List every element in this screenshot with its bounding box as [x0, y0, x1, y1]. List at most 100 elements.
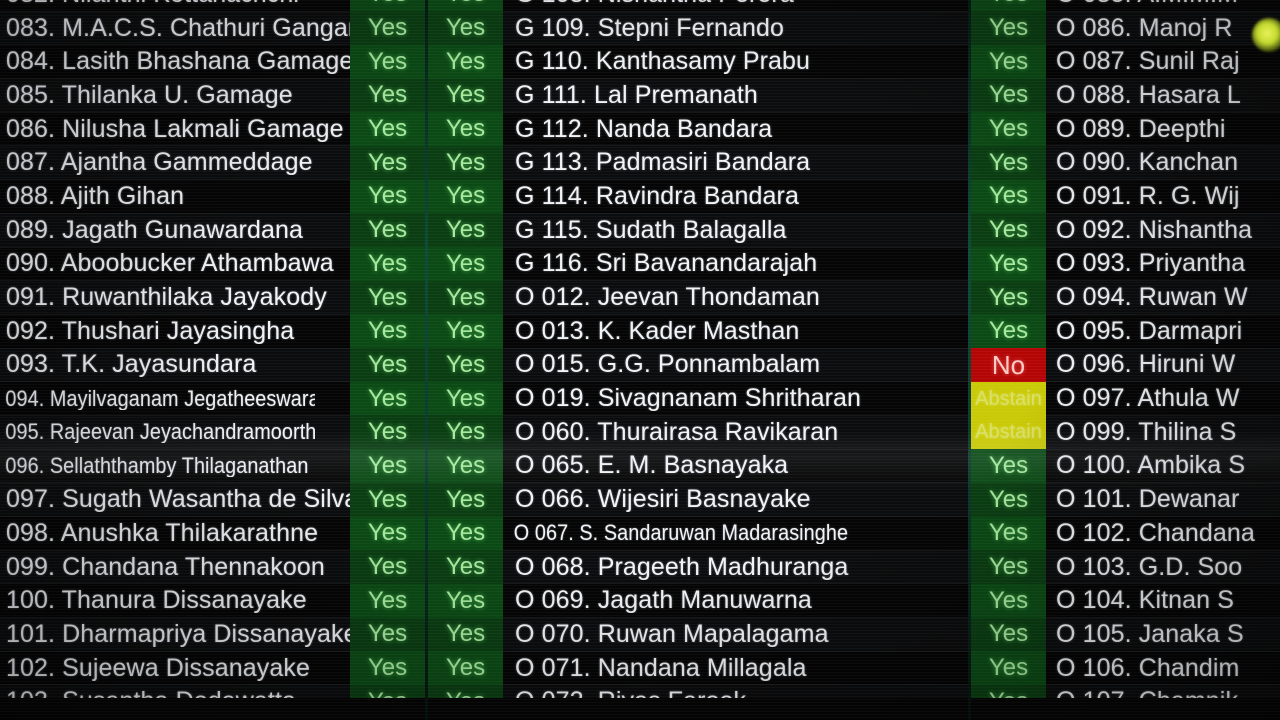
vote-status-badge: Yes	[428, 651, 503, 685]
member-name: G 115. Sudath Balagalla	[515, 217, 787, 243]
vote-status-badge: Yes	[428, 78, 503, 113]
vote-status-badge: Yes	[350, 684, 425, 698]
vote-status-badge: Yes	[971, 213, 1046, 247]
table-row: Yes O 090. Kanchan	[971, 145, 1280, 181]
member-name: 085. Thilanka U. Gamage	[6, 82, 293, 108]
member-name: O 089. Deepthi	[1056, 116, 1226, 142]
vote-status-badge: Yes	[428, 684, 503, 698]
table-row: 096. Sellaththamby Thilaganathan Yes	[0, 449, 425, 484]
vote-status-badge: Yes	[971, 684, 1046, 698]
vote-status-badge: Yes	[428, 11, 503, 45]
member-name: O 087. Sunil Raj	[1056, 49, 1240, 75]
vote-status-badge: Yes	[971, 280, 1046, 315]
table-row: Yes O 094. Ruwan W	[971, 280, 1280, 315]
vote-status-badge: Yes	[971, 0, 1046, 12]
table-row: 091. Ruwanthilaka Jayakody Yes	[0, 280, 425, 315]
table-row: 095. Rajeevan Jeyachandramoorthy Yes	[0, 415, 425, 450]
table-row: 097. Sugath Wasantha de Silva Yes	[0, 482, 425, 517]
member-name: 091. Ruwanthilaka Jayakody	[6, 285, 327, 311]
table-row: Yes G 109. Stepni Fernando	[428, 11, 968, 46]
member-name: 099. Chandana Thennakoon	[6, 554, 325, 580]
table-row: Yes O 095. Darmapri	[971, 314, 1280, 349]
column-separator-1	[425, 0, 428, 720]
table-row: 099. Chandana Thennakoon Yes	[0, 550, 425, 585]
member-name: O 012. Jeevan Thondaman	[515, 285, 820, 311]
member-name: G 111. Lal Premanath	[515, 82, 758, 108]
vote-status-badge: Yes	[428, 213, 503, 247]
table-row: Yes O 071. Nandana Millagala	[428, 651, 968, 686]
member-name: 088. Ajith Gihan	[6, 183, 185, 209]
member-name: 089. Jagath Gunawardana	[6, 217, 303, 243]
vote-status-badge: Yes	[350, 449, 425, 483]
vote-status-badge: Yes	[428, 348, 503, 382]
member-name: O 015. G.G. Ponnambalam	[515, 352, 821, 378]
table-row: 087. Ajantha Gammeddage Yes	[0, 145, 425, 181]
table-row: 088. Ajith Gihan Yes	[0, 179, 425, 214]
table-row: Yes G 111. Lal Premanath	[428, 78, 968, 113]
vote-status-badge: Yes	[971, 179, 1046, 214]
table-row: 092. Thushari Jayasingha Yes	[0, 314, 425, 349]
table-row: Yes O 015. G.G. Ponnambalam	[428, 348, 968, 383]
vote-status-badge: Yes	[971, 617, 1046, 652]
table-row: 090. Aboobucker Athambawa Yes	[0, 247, 425, 282]
table-row: Abstain O 097. Athula W	[971, 381, 1280, 416]
table-row: Yes O 093. Priyantha	[971, 247, 1280, 282]
column-separator-2	[968, 0, 971, 720]
member-name: O 065. E. M. Basnayaka	[515, 453, 789, 479]
vote-status-badge: Yes	[350, 617, 425, 652]
table-row: 093. T.K. Jayasundara Yes	[0, 348, 425, 383]
table-row: Abstain O 099. Thilina S	[971, 415, 1280, 450]
member-name: 100. Thanura Dissanayake	[6, 588, 307, 614]
vote-status-badge: Yes	[428, 550, 503, 584]
member-name: 092. Thushari Jayasingha	[6, 318, 295, 344]
member-name: O 072. Riyas Farook	[503, 689, 968, 698]
table-row: Yes O 088. Hasara L	[971, 78, 1280, 113]
member-name: 094. Mayilvaganam Jegatheeswaran	[5, 387, 315, 410]
member-name: G 109. Stepni Fernando	[515, 15, 785, 41]
member-name: O 088. Hasara L	[1056, 82, 1241, 108]
member-name: 093. T.K. Jayasundara	[6, 352, 257, 378]
member-name: O 097. Athula W	[1056, 386, 1240, 412]
vote-status-badge: Yes	[350, 651, 425, 685]
table-row: Yes O 091. R. G. Wij	[971, 179, 1280, 214]
member-name: 097. Sugath Wasantha de Silva	[6, 487, 350, 513]
table-row: Yes O 100. Ambika S	[971, 449, 1280, 484]
table-row: 085. Thilanka U. Gamage Yes	[0, 78, 425, 113]
vote-status-badge: Yes	[350, 213, 425, 247]
vote-status-badge: Yes	[971, 247, 1046, 281]
member-name: 090. Aboobucker Athambawa	[6, 251, 334, 277]
table-row: Yes O 013. K. Kader Masthan	[428, 314, 968, 349]
vote-status-badge: Yes	[428, 617, 503, 652]
table-row: 098. Anushka Thilakarathne Yes	[0, 516, 425, 551]
member-name: G 108. Nishantha Perera	[503, 0, 968, 7]
member-name: G 112. Nanda Bandara	[515, 116, 773, 142]
member-name: O 104. Kitnan S	[1056, 588, 1235, 614]
vote-status-badge: Yes	[350, 415, 425, 450]
table-row: Yes O 102. Chandana	[971, 516, 1280, 551]
table-row: 089. Jagath Gunawardana Yes	[0, 213, 425, 248]
table-row: Yes G 116. Sri Bavanandarajah	[428, 247, 968, 282]
vote-status-badge: Yes	[428, 44, 503, 79]
member-name: O 086. Manoj R	[1056, 15, 1233, 41]
vote-status-badge: Yes	[428, 449, 503, 483]
table-row: Yes O 087. Sunil Raj	[971, 44, 1280, 80]
member-name: O 067. S. Sandaruwan Madarasinghe	[513, 522, 849, 545]
member-name: O 099. Thilina S	[1056, 419, 1237, 445]
vote-status-badge: Yes	[350, 280, 425, 315]
table-row: Yes O 106. Chandim	[971, 651, 1280, 686]
table-row: No O 096. Hiruni W	[971, 348, 1280, 383]
member-name: 084. Lasith Bhashana Gamage	[6, 49, 350, 75]
member-name: O 101. Dewanar	[1056, 487, 1240, 513]
vote-status-badge: Yes	[971, 482, 1046, 517]
member-name: O 103. G.D. Soo	[1056, 554, 1243, 580]
vote-status-badge: Abstain	[971, 415, 1046, 450]
member-name: O 107. Chamnik	[1046, 689, 1280, 698]
member-name: O 066. Wijesiri Basnayake	[515, 487, 811, 513]
vote-status-badge: Yes	[971, 44, 1046, 79]
vote-status-badge: Yes	[428, 0, 503, 12]
